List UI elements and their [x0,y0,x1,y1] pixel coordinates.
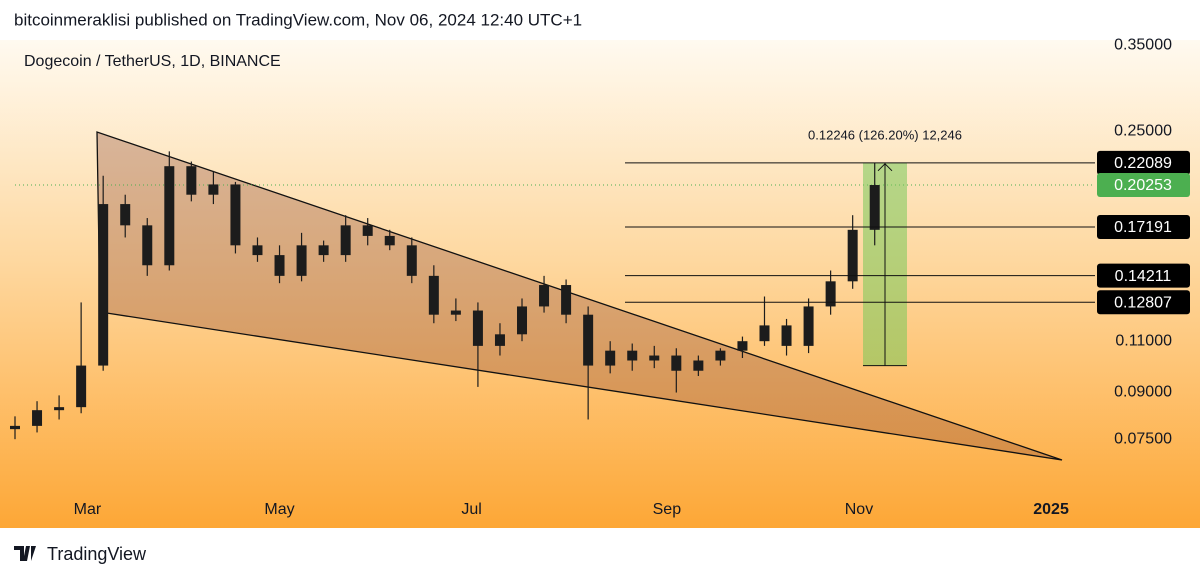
candle-body [494,334,505,346]
candle-body [98,204,109,366]
candle-body [627,350,638,361]
chart-background [0,40,1200,528]
candle-body [76,365,87,408]
y-tick-label: 0.25000 [1114,122,1172,139]
candle-body [671,355,682,371]
y-tick-label: 0.11000 [1115,332,1172,349]
candle-body [32,410,43,426]
candle-body [781,325,792,346]
price-label-box [1097,263,1190,288]
candle-body [517,306,528,335]
footer-brand[interactable]: TradingView [47,544,147,564]
candle-body [825,281,836,307]
candle-body [450,310,461,315]
candle-body [539,285,550,307]
x-tick-label: Jul [461,501,481,518]
candle-body [252,245,263,256]
candle-body [340,225,351,256]
header: bitcoinmeraklisi published on TradingVie… [14,10,582,29]
price-label: 0.22089 [1114,155,1172,172]
measure-annotation: 0.12246 (126.20%) 12,246 [808,127,962,142]
candle-body [54,407,65,411]
candle-body [847,229,858,282]
candle-body [715,350,726,361]
price-label-box [1097,290,1190,315]
candle-body [869,185,880,230]
candle-body [561,285,572,315]
x-tick-label: 2025 [1033,501,1069,518]
measure-arrowhead [877,163,893,172]
x-tick-label: Sep [653,501,682,518]
footer-logo: TradingView [14,544,147,564]
price-label-box [1097,150,1190,175]
candle-body [10,425,20,430]
price-label-box [1097,214,1190,239]
candle-body [737,341,748,351]
candle-body [649,355,660,361]
x-tick-label: May [264,501,294,518]
candle-body [186,166,197,195]
price-label: 0.14211 [1115,268,1172,285]
last-price-box [1097,173,1190,198]
candle-body [274,255,285,276]
candle-body [605,350,616,366]
candle-body [120,204,131,226]
candle-body [318,245,329,256]
candle-body [384,235,395,246]
y-tick-label: 0.07500 [1114,430,1172,447]
candle-body [296,245,307,276]
candle-body [164,166,175,266]
logo-icon [14,546,36,561]
x-tick-label: Nov [845,501,873,518]
candle-body [428,275,439,315]
candle-body [583,314,594,366]
candle-body [230,184,241,246]
candle-body [759,325,770,342]
candle-body [803,306,814,346]
candle-body [362,225,373,236]
x-tick-label: Mar [74,501,102,518]
chart-title: Dogecoin / TetherUS, 1D, BINANCE [24,53,281,70]
candle-body [472,310,483,346]
last-price-label: 0.20253 [1114,177,1172,194]
candle-body [142,225,153,266]
y-tick-label: 0.35000 [1114,36,1172,53]
candle-body [693,360,704,371]
y-tick-label: 0.09000 [1114,384,1172,401]
price-label: 0.17191 [1114,219,1172,236]
candle-body [406,245,417,276]
candle-body [208,184,219,195]
price-label: 0.12807 [1114,294,1172,311]
